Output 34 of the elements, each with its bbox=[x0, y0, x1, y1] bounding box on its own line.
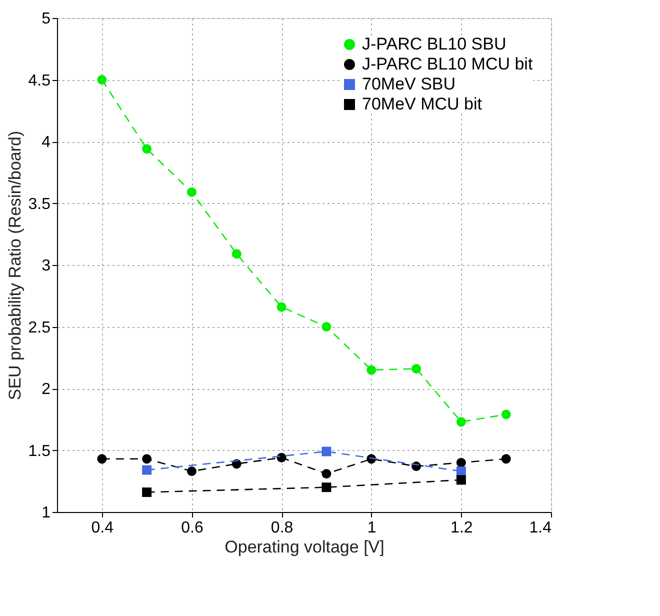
y-tick-label: 5 bbox=[42, 10, 51, 28]
legend-label: 70MeV SBU bbox=[362, 74, 456, 94]
x-tick-label: 0.4 bbox=[91, 520, 114, 536]
legend-label: J-PARC BL10 MCU bit bbox=[362, 54, 533, 74]
point bbox=[276, 302, 286, 312]
x-tick-label: 1 bbox=[367, 520, 376, 536]
x-tick-label: 0.8 bbox=[270, 520, 294, 536]
y-tick-label: 1.5 bbox=[28, 442, 51, 460]
legend-label: 70MeV MCU bit bbox=[362, 94, 482, 114]
y-tick-label: 3 bbox=[42, 258, 51, 274]
legend-label: J-PARC BL10 SBU bbox=[362, 34, 506, 54]
point bbox=[322, 446, 332, 456]
y-tick-label: 4 bbox=[42, 134, 51, 151]
point bbox=[322, 482, 332, 492]
point bbox=[142, 465, 152, 475]
x-tick-label: 0.6 bbox=[181, 520, 204, 536]
y-tick-label: 4.5 bbox=[28, 72, 51, 90]
point bbox=[366, 365, 376, 375]
y-tick-label: 2 bbox=[42, 381, 51, 398]
point bbox=[232, 249, 242, 259]
point bbox=[456, 475, 466, 485]
y-tick-label: 3.5 bbox=[28, 196, 51, 213]
point bbox=[501, 454, 511, 464]
point bbox=[142, 487, 152, 497]
x-tick-label: 1.2 bbox=[450, 520, 473, 536]
y-tick-label: 2.5 bbox=[28, 319, 51, 336]
y-axis-title: SEU probability Ratio (Resin/board) bbox=[5, 130, 24, 400]
point bbox=[501, 410, 511, 420]
y-tick-label: 1 bbox=[42, 504, 51, 522]
point bbox=[412, 364, 422, 374]
point bbox=[456, 417, 466, 427]
point bbox=[142, 144, 152, 154]
x-tick-label: 1.4 bbox=[529, 520, 552, 536]
x-axis-title: Operating voltage [V] bbox=[224, 538, 384, 556]
